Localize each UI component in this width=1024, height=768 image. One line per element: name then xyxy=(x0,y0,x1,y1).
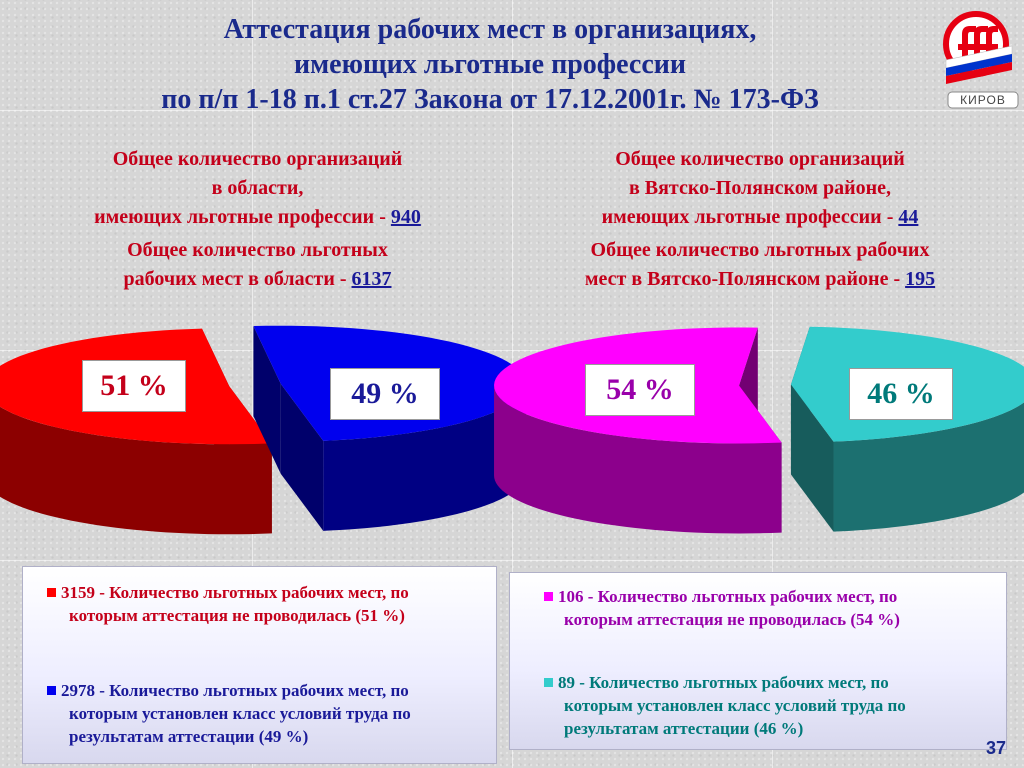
logo-emblem-icon xyxy=(943,11,1019,109)
pie-slice-wall xyxy=(229,386,272,534)
title-line: имеющих льготные профессии xyxy=(293,49,687,80)
logo-text: КИРОВ xyxy=(960,93,1006,107)
legend-item: 89 - Количество льготных рабочих мест, п… xyxy=(544,671,906,740)
pie-slice-wall xyxy=(790,326,810,475)
grid-line xyxy=(0,560,1024,561)
left-places-value: 6137 xyxy=(351,268,392,290)
right-orgs-line: в Вятско-Полянском районе, xyxy=(628,177,892,199)
chart1-label-2: 49 % xyxy=(330,368,440,420)
left-orgs-line: имеющих льготные профессии - 940 xyxy=(94,206,421,228)
pie-slice-wall xyxy=(253,326,281,474)
page-title: Аттестация рабочих мест в организациях, … xyxy=(60,12,920,117)
grid-line xyxy=(0,110,1024,111)
legend-item: 2978 - Количество льготных рабочих мест,… xyxy=(47,679,411,748)
title-line: по п/п 1-18 п.1 ст.27 Закона от 17.12.20… xyxy=(161,84,819,115)
pie-slice xyxy=(790,326,1024,532)
pie-slice xyxy=(494,327,782,534)
pie-slice-wall xyxy=(280,383,324,531)
right-info: Общее количество организаций в Вятско-По… xyxy=(510,145,1010,294)
legend-square-icon xyxy=(544,678,553,687)
chart2-label-2: 46 % xyxy=(849,368,953,420)
pie-slice-wall xyxy=(739,385,782,533)
legend-square-icon xyxy=(544,592,553,601)
right-orgs-value: 44 xyxy=(898,206,919,228)
legend-square-icon xyxy=(47,588,56,597)
legend-square-icon xyxy=(47,686,56,695)
right-legend: 106 - Количество льготных рабочих мест, … xyxy=(509,572,1007,750)
left-orgs-line: в области, xyxy=(211,177,304,199)
right-orgs-line: имеющих льготные профессии - 44 xyxy=(601,206,919,228)
left-orgs-line: Общее количество организаций xyxy=(112,148,403,170)
chart2-label-1: 54 % xyxy=(585,364,695,416)
grid-line xyxy=(0,350,1024,351)
right-places-line: мест в Вятско-Полянском районе - 195 xyxy=(584,268,936,290)
left-orgs-value: 940 xyxy=(390,206,421,228)
legend-item: 3159 - Количество льготных рабочих мест,… xyxy=(47,581,409,627)
right-orgs-line: Общее количество организаций xyxy=(615,148,905,170)
pension-fund-logo: КИРОВ xyxy=(936,4,1020,110)
left-places-line: рабочих мест в области - 6137 xyxy=(123,268,392,290)
page-number: 37 xyxy=(986,738,1007,758)
right-places-value: 195 xyxy=(905,268,936,290)
pie-slice xyxy=(253,325,526,531)
right-places-line: Общее количество льготных рабочих xyxy=(590,239,930,261)
left-places-line: Общее количество льготных xyxy=(127,239,388,261)
chart1-label-1: 51 % xyxy=(82,360,186,412)
left-legend: 3159 - Количество льготных рабочих мест,… xyxy=(22,566,497,764)
left-info: Общее количество организаций в области, … xyxy=(20,145,495,294)
title-line: Аттестация рабочих мест в организациях, xyxy=(223,14,757,45)
legend-item: 106 - Количество льготных рабочих мест, … xyxy=(544,585,900,631)
pie-slice-wall xyxy=(790,384,834,532)
